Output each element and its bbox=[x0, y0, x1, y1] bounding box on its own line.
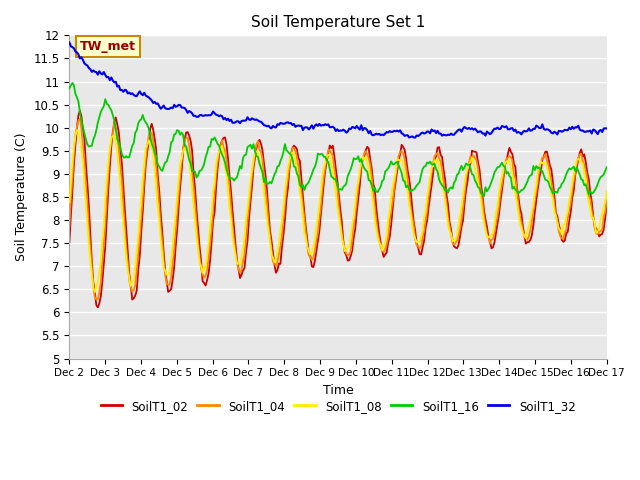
X-axis label: Time: Time bbox=[323, 384, 353, 397]
Y-axis label: Soil Temperature (C): Soil Temperature (C) bbox=[15, 132, 28, 261]
Text: TW_met: TW_met bbox=[80, 40, 136, 53]
Title: Soil Temperature Set 1: Soil Temperature Set 1 bbox=[251, 15, 425, 30]
Legend: SoilT1_02, SoilT1_04, SoilT1_08, SoilT1_16, SoilT1_32: SoilT1_02, SoilT1_04, SoilT1_08, SoilT1_… bbox=[96, 395, 580, 417]
